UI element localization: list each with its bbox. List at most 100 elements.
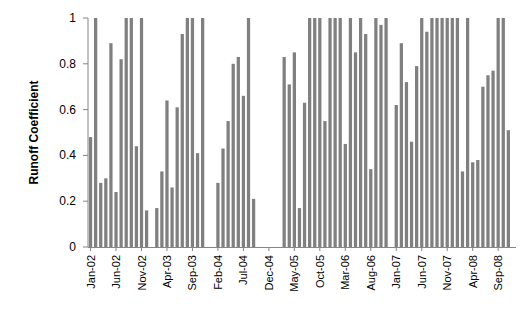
x-tick	[268, 247, 269, 251]
bar	[196, 153, 199, 247]
y-tick-label: 1	[69, 11, 76, 25]
x-tick-label: Jun-02	[110, 255, 122, 289]
x-tick	[243, 247, 244, 251]
bar	[486, 75, 489, 247]
y-tick	[83, 63, 88, 64]
y-axis-title: Runoff Coefficient	[27, 81, 41, 185]
bar	[354, 52, 357, 247]
y-tick-label: 0	[69, 240, 76, 254]
bar	[237, 57, 240, 247]
bar	[216, 183, 219, 247]
bar	[283, 57, 286, 247]
x-tick	[421, 247, 422, 251]
bar	[181, 34, 184, 247]
bar	[130, 18, 133, 247]
bar	[232, 64, 235, 247]
x-tick-label: Jul-04	[237, 255, 249, 285]
x-tick	[447, 247, 448, 251]
bar	[150, 247, 153, 248]
bar	[481, 87, 484, 247]
bar	[119, 59, 122, 247]
x-axis	[88, 247, 516, 248]
chart: 00.20.40.60.81Jan-02Jun-02Nov-02Apr-03Se…	[0, 0, 531, 329]
x-tick-label: Oct-05	[314, 255, 326, 288]
bar	[364, 34, 367, 247]
bar	[165, 100, 168, 247]
bar	[104, 178, 107, 247]
bar	[349, 18, 352, 247]
bar	[160, 171, 163, 247]
y-tick	[83, 109, 88, 110]
bar	[89, 137, 92, 247]
x-tick	[498, 247, 499, 251]
bar	[491, 71, 494, 247]
bar	[201, 18, 204, 247]
bar	[257, 247, 260, 248]
bar	[135, 146, 138, 247]
y-tick	[83, 201, 88, 202]
bar	[400, 43, 403, 247]
x-tick	[472, 247, 473, 251]
y-tick-label: 0.2	[59, 194, 76, 208]
bar	[384, 18, 387, 247]
y-tick-label: 0.4	[59, 148, 76, 162]
bar	[99, 183, 102, 247]
bar	[272, 247, 275, 248]
bar	[410, 142, 413, 247]
bar	[176, 107, 179, 247]
bar	[451, 18, 454, 247]
bar	[318, 18, 321, 247]
bar	[440, 18, 443, 247]
x-tick	[116, 247, 117, 251]
x-tick	[396, 247, 397, 251]
bar	[405, 82, 408, 247]
bar	[395, 105, 398, 247]
bar	[497, 18, 500, 247]
y-tick-label: 0.6	[59, 103, 76, 117]
bar	[288, 84, 291, 247]
x-tick	[90, 247, 91, 251]
bar	[471, 162, 474, 247]
x-tick-label: Nov-07	[441, 255, 453, 290]
x-tick	[166, 247, 167, 251]
y-axis	[88, 18, 89, 247]
bar	[344, 144, 347, 247]
bar	[323, 121, 326, 247]
bar	[262, 247, 265, 248]
bar	[211, 247, 214, 248]
bar	[430, 18, 433, 247]
bar	[170, 187, 173, 247]
bar	[456, 18, 459, 247]
y-tick-label: 0.8	[59, 57, 76, 71]
x-tick	[141, 247, 142, 251]
bar	[308, 18, 311, 247]
bar	[328, 18, 331, 247]
x-tick	[370, 247, 371, 251]
bar	[502, 18, 505, 247]
bar	[298, 208, 301, 247]
y-tick	[83, 247, 88, 248]
x-tick-label: May-05	[288, 255, 300, 292]
bar	[425, 32, 428, 247]
bar	[125, 18, 128, 247]
bar	[252, 199, 255, 247]
bar	[374, 18, 377, 247]
bar	[247, 18, 250, 247]
x-tick	[217, 247, 218, 251]
x-tick-label: Mar-06	[339, 255, 351, 290]
x-tick	[319, 247, 320, 251]
bar	[140, 18, 143, 247]
bar	[186, 18, 189, 247]
bars	[89, 18, 510, 247]
bar	[267, 247, 270, 248]
bar	[435, 18, 438, 247]
bar	[277, 247, 280, 248]
x-tick-label: Aug-06	[365, 255, 377, 290]
bar	[339, 18, 342, 247]
bar	[512, 247, 515, 248]
x-tick-label: Jan-07	[390, 255, 402, 289]
x-tick	[192, 247, 193, 251]
bar	[415, 66, 418, 247]
x-tick-label: Jan-02	[85, 255, 97, 289]
bar	[446, 18, 449, 247]
